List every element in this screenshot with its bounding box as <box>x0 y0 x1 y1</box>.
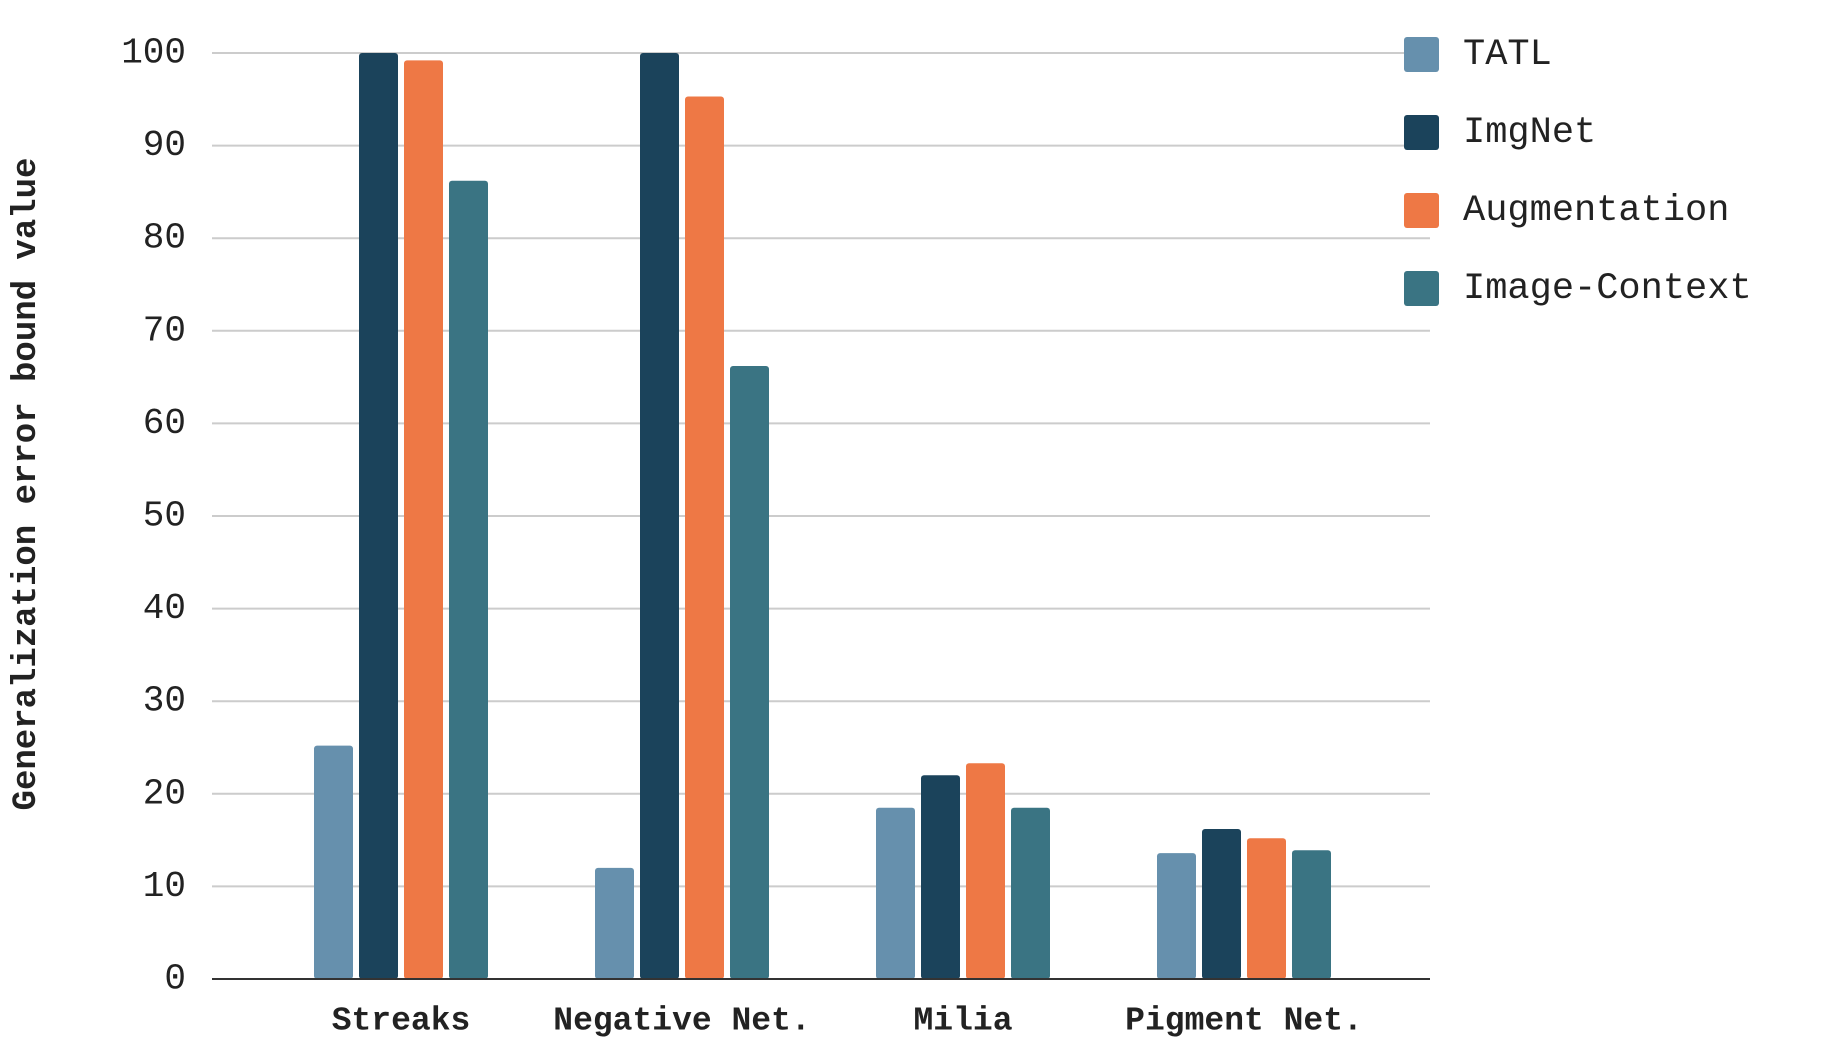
legend-swatch <box>1404 193 1439 228</box>
bar <box>359 53 398 979</box>
bar <box>1011 807 1050 979</box>
x-tick-label: Negative Net. <box>553 1003 810 1040</box>
bar <box>1157 853 1196 979</box>
y-axis-label: Generalization error bound value <box>8 158 46 811</box>
legend-swatch <box>1404 271 1439 306</box>
y-tick-label: 70 <box>143 310 186 351</box>
legend-label: ImgNet <box>1463 112 1596 154</box>
y-tick-label: 0 <box>164 959 186 1000</box>
legend-swatch <box>1404 37 1439 72</box>
bar <box>640 53 679 979</box>
y-tick-label: 50 <box>143 496 186 537</box>
y-tick-label: 60 <box>143 403 186 444</box>
y-tick-label: 90 <box>143 125 186 166</box>
y-tick-label: 20 <box>143 773 186 814</box>
bar <box>876 807 915 979</box>
y-tick-label: 80 <box>143 218 186 259</box>
y-tick-label: 40 <box>143 588 186 629</box>
legend-label: Image-Context <box>1463 268 1752 310</box>
bar <box>404 60 443 979</box>
legend-label: Augmentation <box>1463 190 1729 232</box>
y-tick-label: 30 <box>143 681 186 722</box>
bar <box>449 180 488 980</box>
y-tick-label: 10 <box>143 866 186 907</box>
x-tick-label: Pigment Net. <box>1125 1003 1363 1040</box>
bar <box>595 867 634 979</box>
bar <box>1292 850 1331 979</box>
legend-label: TATL <box>1463 34 1552 76</box>
x-tick-label: Streaks <box>332 1003 471 1040</box>
bar <box>1247 838 1286 979</box>
y-tick-label: 100 <box>121 33 186 74</box>
bar <box>921 775 960 979</box>
bar <box>1202 828 1241 979</box>
bar <box>314 745 353 979</box>
legend-swatch <box>1404 115 1439 150</box>
x-tick-label: Milia <box>913 1003 1012 1040</box>
bar <box>685 96 724 980</box>
bar <box>966 763 1005 979</box>
bar <box>730 365 769 979</box>
